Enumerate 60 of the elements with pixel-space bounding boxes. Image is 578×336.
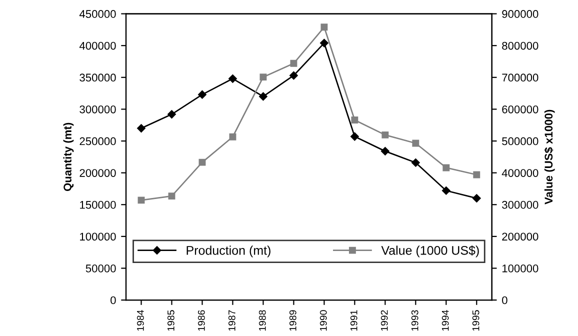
point xyxy=(381,147,390,156)
y2-tick-label: 600000 xyxy=(502,105,538,114)
y2-tick-label: 100000 xyxy=(502,264,538,272)
x-tick-label: 1987 xyxy=(228,310,236,331)
y-axis-title: Quantity (mt) xyxy=(63,122,74,192)
point xyxy=(290,71,298,80)
point xyxy=(168,192,176,200)
x-tick-label: 1984 xyxy=(136,310,144,331)
point xyxy=(168,110,176,118)
point xyxy=(137,124,146,132)
y-tick-label: 300000 xyxy=(80,105,116,114)
point xyxy=(473,171,480,178)
y2-tick-label: 900000 xyxy=(502,10,538,18)
point xyxy=(350,132,359,141)
x-tick-label: 1988 xyxy=(258,310,266,331)
y2-tick-label: 0 xyxy=(502,296,508,304)
y-tick-label: 150000 xyxy=(80,200,116,209)
x-tick-label: 1989 xyxy=(289,310,296,331)
x-tick-label: 1985 xyxy=(167,310,174,331)
point xyxy=(320,38,328,48)
y2-tick-label: 300000 xyxy=(502,200,538,209)
y-tick-label: 400000 xyxy=(79,42,116,50)
x-tick-label: 1991 xyxy=(350,310,358,331)
y2-tick-label: 800000 xyxy=(502,42,538,50)
y-tick-label: 50000 xyxy=(86,264,116,272)
x-tick-label: 1990 xyxy=(320,310,327,331)
point xyxy=(290,60,298,67)
y2-tick-label: 200000 xyxy=(502,232,538,241)
point xyxy=(260,74,267,81)
y-tick-label: 100000 xyxy=(80,232,116,241)
point xyxy=(351,116,358,124)
point xyxy=(228,74,237,83)
point xyxy=(442,164,450,172)
y-tick-label: 450000 xyxy=(79,10,116,18)
point xyxy=(229,133,236,140)
point xyxy=(382,131,389,138)
y-tick-label: 200000 xyxy=(80,169,116,177)
y-tick-label: 250000 xyxy=(80,137,116,146)
point xyxy=(138,196,145,204)
x-tick-label: 1992 xyxy=(380,310,388,331)
y2-tick-label: 500000 xyxy=(502,137,538,146)
x-tick-label: 1993 xyxy=(411,310,418,331)
point xyxy=(320,24,328,31)
legend-label: Value (1000 US$) xyxy=(381,245,479,258)
x-tick-label: 1986 xyxy=(198,310,205,331)
point xyxy=(198,158,206,166)
y2-tick-label: 400000 xyxy=(502,169,538,177)
y-tick-label: 350000 xyxy=(80,74,116,82)
y2-axis-title: Value (US$ x1000) xyxy=(544,110,555,204)
y-tick-label: 0 xyxy=(110,296,116,304)
x-tick-label: 1994 xyxy=(442,310,449,331)
y2-tick-label: 700000 xyxy=(502,74,538,82)
point xyxy=(442,186,450,195)
point xyxy=(412,140,420,147)
point xyxy=(259,92,268,101)
legend-label: Production (mt) xyxy=(186,246,270,258)
point xyxy=(412,158,420,167)
point xyxy=(472,194,481,202)
point xyxy=(198,90,206,99)
x-tick-label: 1995 xyxy=(472,310,480,331)
